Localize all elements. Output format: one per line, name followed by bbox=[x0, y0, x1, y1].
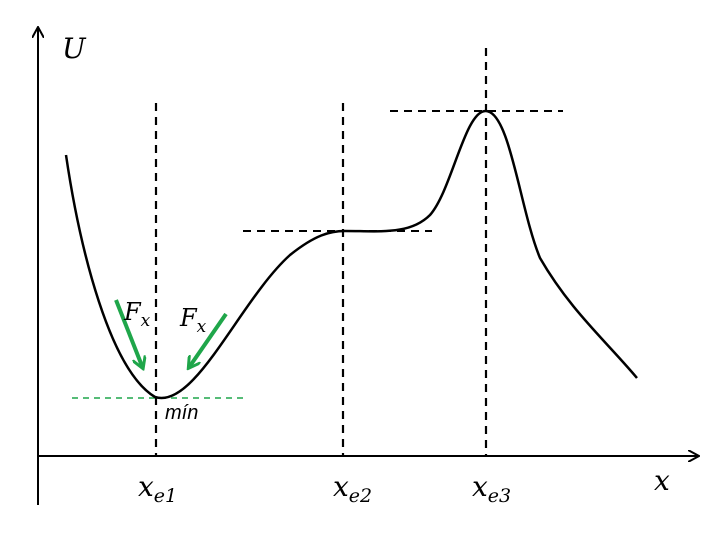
force-label-left: Fx bbox=[123, 298, 151, 331]
force-label-right: Fx bbox=[179, 304, 207, 337]
equilibrium-label-e2: xe2 bbox=[333, 470, 372, 507]
minimum-label: mín bbox=[165, 402, 198, 424]
y-axis-label: U bbox=[62, 32, 87, 65]
x-axis-label: x bbox=[654, 464, 670, 497]
force-arrow-left bbox=[114, 299, 142, 366]
potential-curve bbox=[64, 109, 638, 400]
force-arrow-right bbox=[190, 312, 228, 366]
equilibrium-label-e3: xe3 bbox=[472, 470, 511, 507]
equilibrium-label-e1: xe1 bbox=[138, 470, 177, 507]
